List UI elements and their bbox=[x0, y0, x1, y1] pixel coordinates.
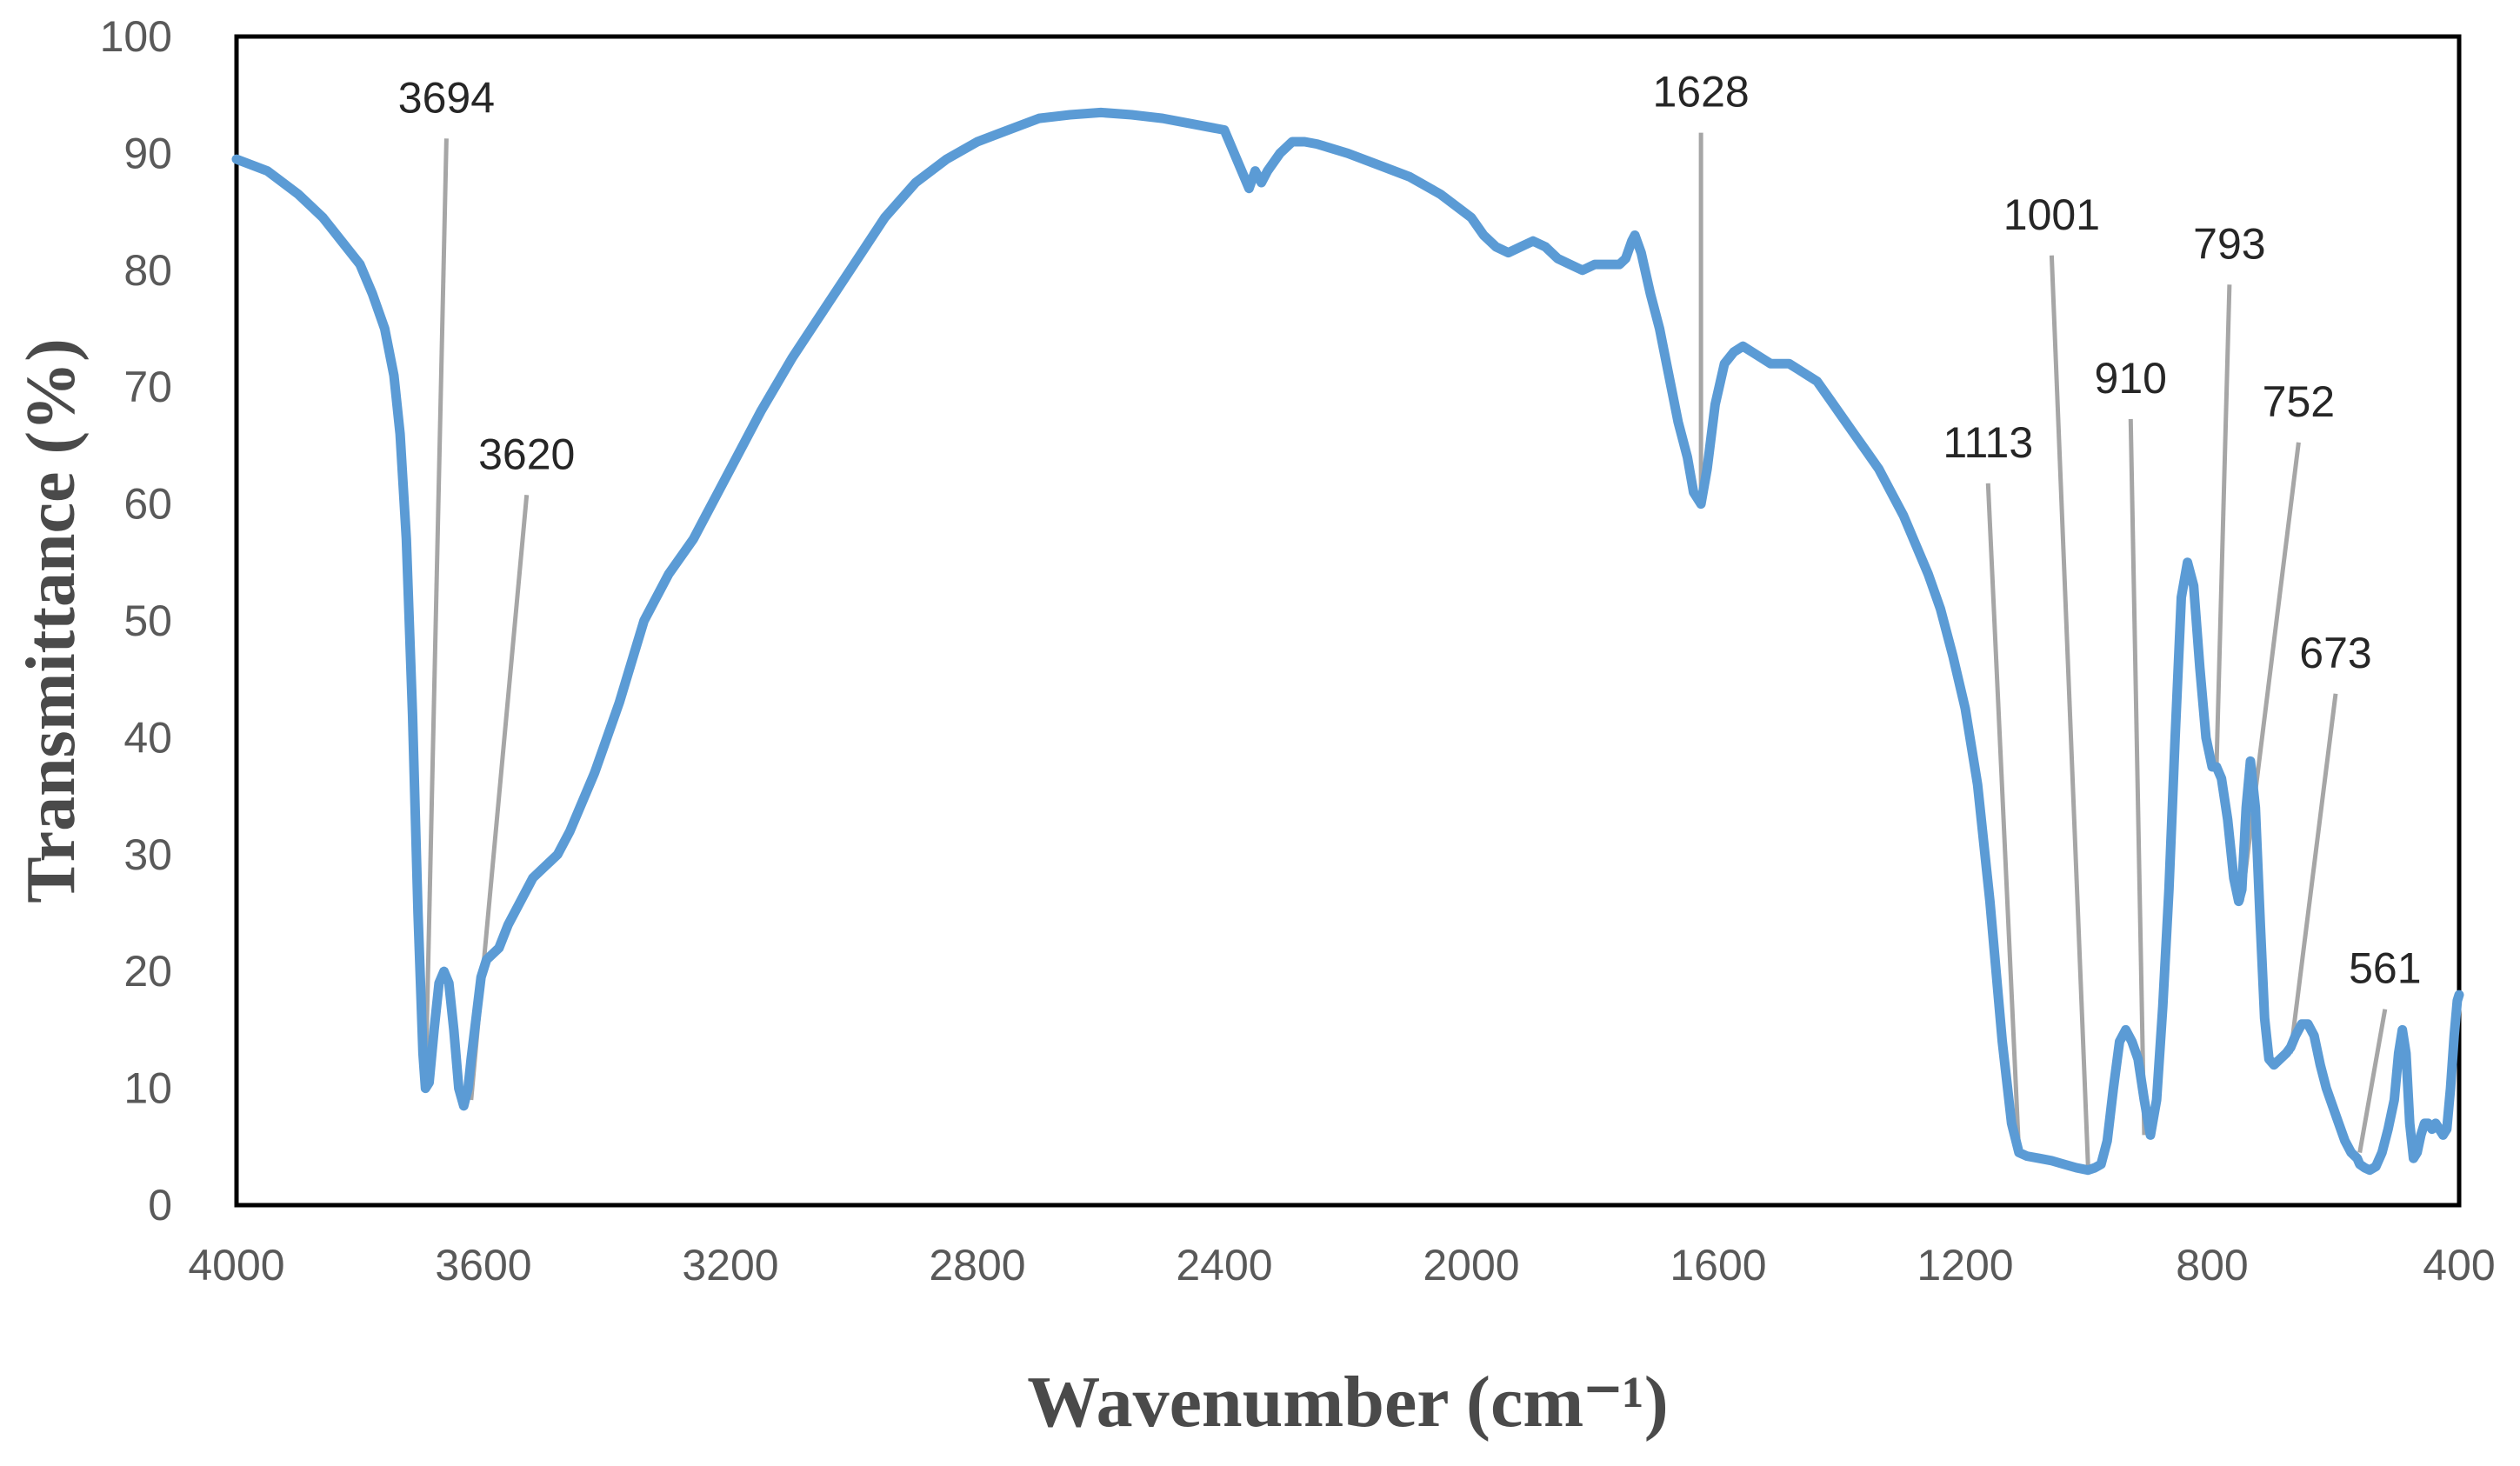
x-tick-label: 2000 bbox=[1423, 1241, 1519, 1289]
x-axis-title: Wavenumber (cm⁻¹) bbox=[1027, 1362, 1669, 1443]
y-tick-label: 100 bbox=[100, 12, 172, 61]
y-tick-label: 70 bbox=[123, 363, 172, 411]
y-tick-labels: 0 10 20 30 40 50 60 70 80 90 100 bbox=[100, 12, 172, 1229]
x-tick-label: 3200 bbox=[682, 1241, 778, 1289]
y-tick-label: 40 bbox=[123, 713, 172, 762]
annotation-leader-line bbox=[2239, 442, 2301, 902]
annotation-labels: 3694 3620 1628 1113 1001 910 793 752 673 561 bbox=[398, 68, 2422, 993]
x-tick-label: 1200 bbox=[1917, 1241, 2013, 1289]
y-axis-title: Transmittance (%) bbox=[13, 338, 90, 903]
annotation-leader-line bbox=[2357, 1009, 2388, 1153]
y-tick-label: 90 bbox=[123, 129, 172, 177]
x-tick-label: 2400 bbox=[1176, 1241, 1272, 1289]
annotation-leader-line bbox=[2128, 418, 2147, 1136]
annotation-leaders bbox=[423, 132, 2388, 1167]
annotation-leader-line bbox=[2288, 693, 2338, 1054]
y-tick-label: 60 bbox=[123, 480, 172, 529]
annotation-leader-line bbox=[2214, 284, 2232, 768]
x-tick-label: 800 bbox=[2176, 1241, 2248, 1289]
x-tick-labels: 4000 3600 3200 2800 2400 2000 1600 1200 800 400 bbox=[188, 1241, 2495, 1289]
x-tick-label: 3600 bbox=[435, 1241, 531, 1289]
annotation-leader-line bbox=[1985, 483, 2022, 1153]
annotation-label: 1001 bbox=[2003, 190, 2100, 239]
annotation-leader-line bbox=[2049, 255, 2090, 1167]
annotation-label: 793 bbox=[2193, 219, 2265, 268]
annotation-label: 3694 bbox=[398, 73, 495, 122]
transmittance-series-line bbox=[231, 107, 2464, 1176]
annotation-label: 3620 bbox=[478, 430, 575, 478]
annotation-label: 1628 bbox=[1653, 68, 1750, 117]
x-tick-label: 400 bbox=[2423, 1241, 2495, 1289]
x-tick-label: 2800 bbox=[929, 1241, 1025, 1289]
annotation-label: 1113 bbox=[1943, 418, 2033, 467]
annotation-label: 673 bbox=[2299, 629, 2371, 677]
x-tick-label: 1600 bbox=[1670, 1241, 1766, 1289]
y-tick-label: 30 bbox=[123, 830, 172, 879]
y-tick-label: 10 bbox=[123, 1064, 172, 1113]
annotation-label: 910 bbox=[2095, 354, 2167, 403]
annotation-label: 752 bbox=[2263, 377, 2335, 426]
x-tick-label: 4000 bbox=[188, 1241, 284, 1289]
plot-frame bbox=[234, 34, 2462, 1208]
annotation-label: 561 bbox=[2349, 944, 2421, 993]
annotation-leader-line bbox=[423, 138, 449, 1089]
y-tick-label: 0 bbox=[148, 1181, 172, 1229]
y-tick-label: 50 bbox=[123, 596, 172, 645]
y-tick-label: 20 bbox=[123, 947, 172, 996]
y-tick-label: 80 bbox=[123, 246, 172, 295]
